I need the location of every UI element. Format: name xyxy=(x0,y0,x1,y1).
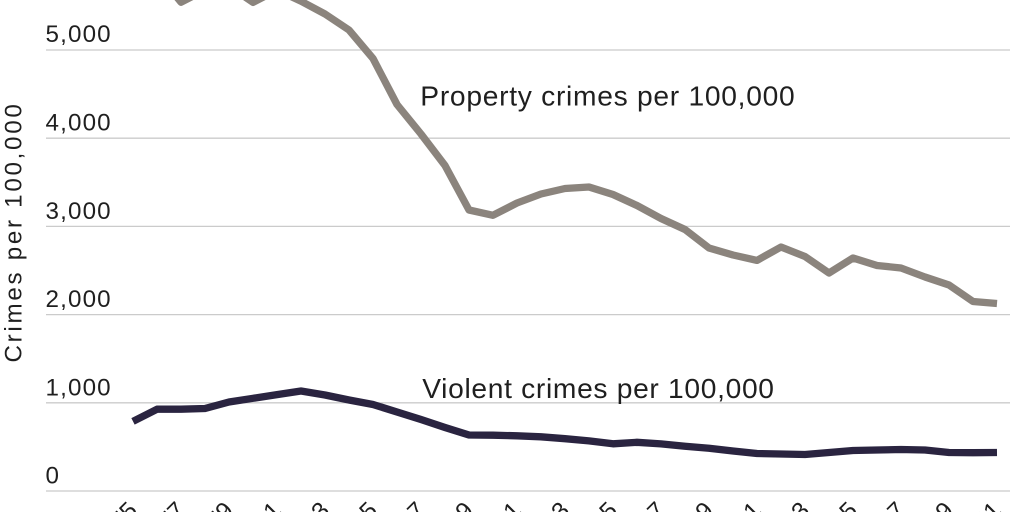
svg-text:1989: 1989 xyxy=(422,497,479,512)
svg-text:1997: 1997 xyxy=(614,497,671,512)
svg-text:1975: 1975 xyxy=(86,497,143,512)
svg-text:Violent crimes per 100,000: Violent crimes per 100,000 xyxy=(422,372,774,404)
svg-text:2011: 2011 xyxy=(951,497,1007,512)
svg-text:Crimes per 100,000: Crimes per 100,000 xyxy=(1,101,28,362)
svg-text:1993: 1993 xyxy=(518,497,575,512)
svg-text:4,000: 4,000 xyxy=(46,110,112,137)
svg-text:1981: 1981 xyxy=(230,497,287,512)
svg-text:1983: 1983 xyxy=(278,497,335,512)
svg-text:1979: 1979 xyxy=(182,497,239,512)
svg-text:1991: 1991 xyxy=(470,497,527,512)
svg-text:2005: 2005 xyxy=(806,497,863,512)
svg-text:1987: 1987 xyxy=(374,497,431,512)
svg-text:1995: 1995 xyxy=(566,497,623,512)
svg-text:2001: 2001 xyxy=(710,497,767,512)
svg-text:1,000: 1,000 xyxy=(46,374,112,401)
svg-text:0: 0 xyxy=(46,463,61,490)
svg-text:5,000: 5,000 xyxy=(46,21,112,48)
svg-text:1999: 1999 xyxy=(662,497,719,512)
svg-text:2,000: 2,000 xyxy=(46,286,112,313)
svg-text:Property crimes per 100,000: Property crimes per 100,000 xyxy=(420,80,795,112)
svg-text:3,000: 3,000 xyxy=(46,198,112,225)
svg-text:2007: 2007 xyxy=(854,497,911,512)
svg-text:2003: 2003 xyxy=(758,497,815,512)
svg-text:1977: 1977 xyxy=(134,497,191,512)
svg-text:1985: 1985 xyxy=(326,497,383,512)
svg-text:2009: 2009 xyxy=(902,497,959,512)
